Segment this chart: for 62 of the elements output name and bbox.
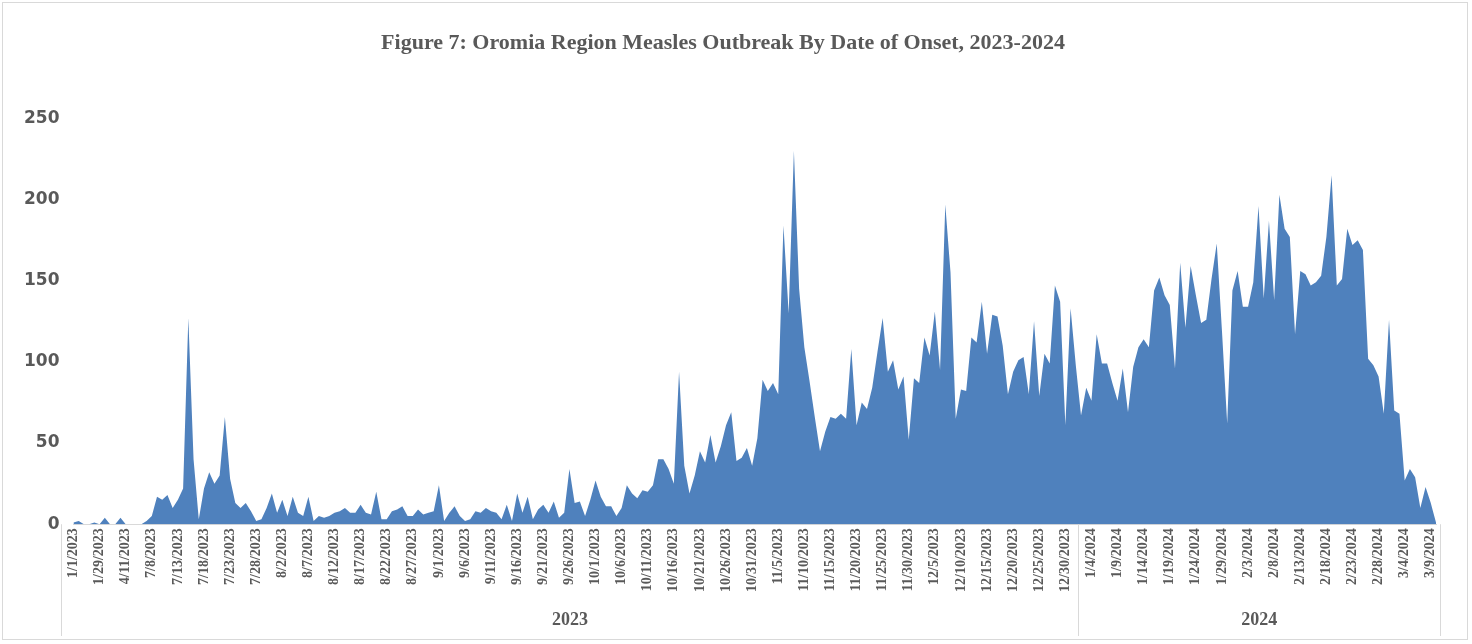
x-tick-label: 12/25/2023 bbox=[1030, 528, 1046, 592]
x-tick-label: 9/11/2023 bbox=[482, 528, 498, 585]
x-tick-label: 11/20/2023 bbox=[848, 528, 864, 592]
x-tick-label: 11/25/2023 bbox=[874, 528, 890, 592]
x-tick-label: 2/13/2024 bbox=[1291, 528, 1307, 585]
x-tick-label: 9/21/2023 bbox=[534, 528, 550, 585]
x-tick-label: 8/12/2023 bbox=[326, 528, 342, 585]
x-tick-label: 10/11/2023 bbox=[639, 528, 655, 592]
y-tick-label: 150 bbox=[23, 269, 60, 290]
x-tick-label: 1/14/2024 bbox=[1135, 528, 1151, 585]
x-tick-label: 10/6/2023 bbox=[613, 528, 629, 585]
x-tick-label: 1/1/2023 bbox=[65, 528, 81, 578]
x-tick-label: 12/20/2023 bbox=[1004, 528, 1020, 592]
x-tick-label: 11/5/2023 bbox=[769, 528, 785, 585]
x-tick-label: 7/8/2023 bbox=[143, 528, 159, 578]
x-tick-label: 3/4/2024 bbox=[1396, 528, 1412, 578]
x-tick-label: 12/30/2023 bbox=[1056, 528, 1072, 592]
x-tick-label: 2/28/2024 bbox=[1370, 528, 1386, 585]
x-tick-label: 10/21/2023 bbox=[691, 528, 707, 592]
x-tick-label: 1/9/2024 bbox=[1109, 528, 1125, 578]
x-tick-label: 2/8/2024 bbox=[1265, 528, 1281, 578]
y-tick-label: 200 bbox=[23, 187, 60, 208]
y-tick-label: 100 bbox=[23, 350, 60, 371]
x-tick-label: 12/10/2023 bbox=[952, 528, 968, 592]
x-tick-label: 10/26/2023 bbox=[717, 528, 733, 592]
x-tick-label: 2/23/2024 bbox=[1344, 528, 1360, 585]
x-tick-label: 9/1/2023 bbox=[430, 528, 446, 578]
x-tick-label: 8/27/2023 bbox=[404, 528, 420, 585]
x-tick-label: 2/18/2024 bbox=[1317, 528, 1333, 585]
x-tick-label: 10/16/2023 bbox=[665, 528, 681, 592]
x-tick-label: 8/22/2023 bbox=[378, 528, 394, 585]
y-tick-label: 250 bbox=[23, 106, 60, 127]
x-tick-label: 4/11/2023 bbox=[117, 528, 133, 585]
x-tick-label: 11/10/2023 bbox=[795, 528, 811, 592]
x-tick-label: 8/17/2023 bbox=[352, 528, 368, 585]
x-tick-label: 7/13/2023 bbox=[169, 528, 185, 585]
x-tick-label: 1/24/2024 bbox=[1187, 528, 1203, 585]
x-tick-label: 7/28/2023 bbox=[247, 528, 263, 585]
x-tick-label: 1/4/2024 bbox=[1083, 528, 1099, 578]
x-tick-label: 11/30/2023 bbox=[900, 528, 916, 592]
x-tick-label: 1/29/2023 bbox=[91, 528, 107, 585]
y-tick-label: 50 bbox=[35, 431, 60, 452]
x-tick-label: 9/6/2023 bbox=[456, 528, 472, 578]
x-tick-label: 9/26/2023 bbox=[561, 528, 577, 585]
chart-title: Figure 7: Oromia Region Measles Outbreak By Date of Onset, 2023-2024 bbox=[381, 28, 1065, 54]
text: 2024 bbox=[1241, 608, 1278, 629]
x-tick-label: 12/5/2023 bbox=[926, 528, 942, 585]
x-tick-label: 3/9/2024 bbox=[1422, 528, 1438, 578]
x-tick-label: 1/29/2024 bbox=[1213, 528, 1229, 585]
x-tick-label: 7/18/2023 bbox=[195, 528, 211, 585]
x-tick-label: 9/16/2023 bbox=[508, 528, 524, 585]
x-tick-label: 12/15/2023 bbox=[978, 528, 994, 592]
x-tick-label: 8/7/2023 bbox=[300, 528, 316, 578]
text: 2023 bbox=[551, 608, 588, 629]
x-tick-label: 10/1/2023 bbox=[587, 528, 603, 585]
x-tick-label: 1/19/2024 bbox=[1161, 528, 1177, 585]
x-tick-label: 10/31/2023 bbox=[743, 528, 759, 592]
x-tick-label: 8/2/2023 bbox=[273, 528, 289, 578]
x-tick-label: 2/3/2024 bbox=[1239, 528, 1255, 578]
x-tick-label: 7/23/2023 bbox=[221, 528, 237, 585]
y-tick-label: 0 bbox=[47, 512, 60, 533]
x-tick-label: 11/15/2023 bbox=[822, 528, 838, 592]
